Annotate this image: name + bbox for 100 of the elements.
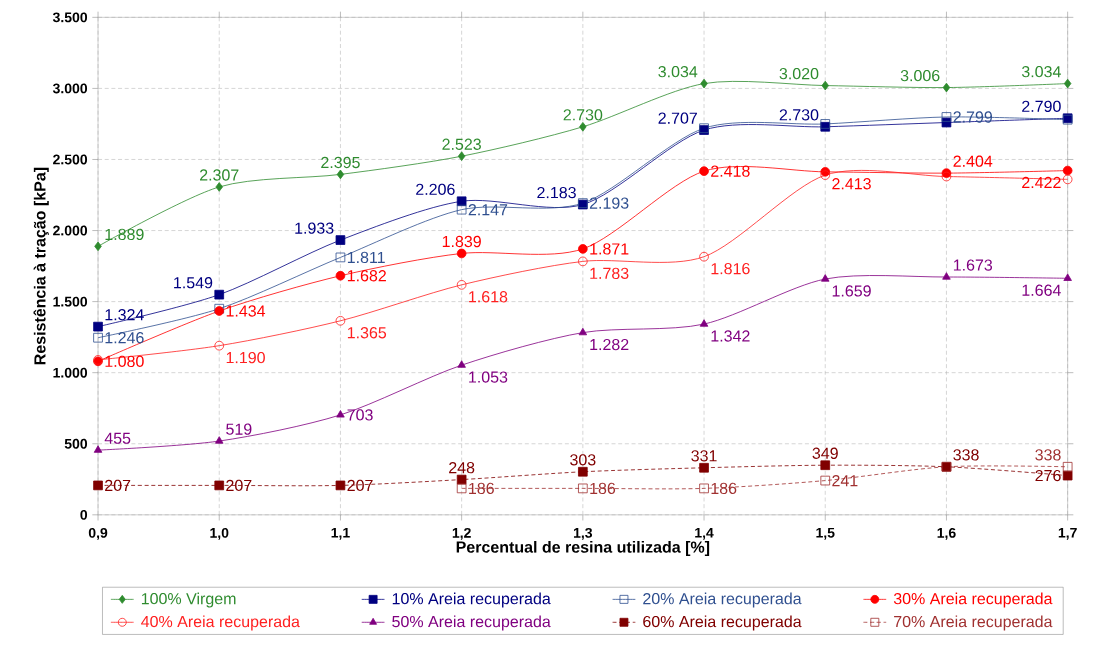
data-label: 349	[812, 447, 838, 460]
point	[336, 410, 345, 418]
data-label: 1.365	[347, 327, 387, 339]
x-tick-label: 1,4	[695, 528, 714, 540]
point	[578, 244, 588, 254]
point	[93, 445, 103, 453]
data-label: 1.811	[347, 251, 385, 264]
data-label: 519	[226, 423, 252, 436]
data-label: 276	[1035, 470, 1061, 482]
data-label: 2.183	[537, 187, 576, 199]
data-label: 186	[711, 482, 737, 495]
x-tick-label: 1,1	[331, 528, 350, 540]
data-label: 2.418	[711, 165, 750, 178]
data-label: 241	[832, 475, 858, 487]
data-label: 1.783	[590, 267, 629, 280]
point	[1063, 79, 1072, 89]
data-label: 207	[226, 479, 252, 492]
data-label: 3.034	[658, 66, 698, 78]
point	[699, 463, 709, 473]
x-tick-label: 1,0	[210, 528, 229, 541]
point	[820, 170, 831, 181]
legend-label: 60% Areia recuperada	[643, 615, 802, 631]
point	[335, 480, 346, 491]
point	[821, 274, 830, 282]
legend-label: 40% Areia recuperada	[141, 615, 300, 631]
point	[699, 483, 709, 494]
data-label: 1.618	[469, 291, 508, 303]
x-tick-label: 1,5	[816, 528, 835, 540]
data-label: 2.147	[468, 204, 508, 216]
x-tick-label: 1,2	[452, 528, 471, 541]
data-label: 2.707	[658, 112, 697, 125]
y-tick-label: 3.000	[52, 83, 88, 94]
point	[335, 271, 346, 281]
data-label: 338	[953, 449, 979, 461]
data-label: 186	[469, 482, 494, 495]
point	[699, 166, 709, 177]
point	[456, 483, 467, 494]
data-label: 207	[105, 479, 131, 492]
point	[93, 480, 103, 491]
data-label: 3.006	[900, 70, 940, 82]
data-label: 1.324	[105, 309, 144, 321]
y-tick-label: 500	[64, 439, 88, 449]
data-label: 2.404	[953, 155, 993, 168]
x-tick-label: 0,9	[88, 528, 108, 541]
data-label: 2.413	[832, 178, 871, 190]
point	[578, 256, 588, 267]
data-label: 2.206	[416, 183, 455, 196]
point	[335, 316, 346, 326]
data-label: 3.034	[1021, 66, 1061, 78]
point	[214, 290, 225, 300]
legend-label: 70% Areia recuperada	[894, 615, 1053, 631]
point	[699, 319, 709, 327]
data-label: 3.020	[779, 68, 819, 80]
point	[456, 248, 467, 259]
point	[335, 235, 346, 246]
data-label: 1.342	[711, 330, 750, 342]
point	[820, 476, 831, 486]
point	[215, 182, 223, 192]
data-label: 1.816	[711, 263, 750, 275]
data-label: 1.673	[953, 259, 993, 271]
point	[214, 480, 225, 491]
point	[1062, 166, 1073, 176]
data-label: 338	[1035, 449, 1061, 461]
x-tick-label: 1,6	[937, 528, 956, 541]
data-label: 2.730	[563, 109, 603, 121]
point	[456, 205, 467, 215]
point	[820, 460, 831, 471]
y-tick-label: 1.000	[53, 367, 88, 378]
y-tick-label: 0	[80, 510, 88, 521]
point	[93, 322, 103, 332]
data-label: 1.434	[226, 305, 266, 317]
data-label: 1.682	[347, 270, 386, 282]
y-tick-label: 1.500	[53, 296, 88, 307]
data-label: 2.422	[1022, 177, 1061, 189]
x-tick-label: 1,7	[1058, 528, 1077, 540]
data-label: 1.282	[590, 339, 629, 351]
data-label: 1.659	[832, 285, 871, 297]
legend-label: 50% Areia recuperada	[392, 615, 551, 631]
point	[215, 436, 224, 444]
point	[336, 169, 345, 180]
point	[578, 467, 588, 477]
data-label: 2.307	[200, 169, 239, 181]
point	[456, 280, 467, 290]
data-label: 207	[347, 479, 373, 492]
data-label: 2.730	[779, 109, 819, 121]
data-label: 331	[691, 450, 717, 462]
point	[699, 252, 709, 262]
data-label: 1.053	[469, 371, 508, 383]
data-label: 2.395	[321, 157, 360, 169]
point	[942, 82, 951, 93]
data-label: 2.523	[442, 138, 481, 151]
data-label: 1.664	[1022, 284, 1061, 297]
point	[1062, 462, 1073, 472]
point	[93, 333, 103, 343]
data-label: 1.190	[226, 352, 265, 364]
data-label: 2.790	[1022, 100, 1061, 113]
point	[457, 360, 466, 368]
x-axis-title: Percentual de resina utilizada [%]	[456, 541, 710, 557]
point	[335, 252, 346, 263]
point	[941, 112, 952, 123]
